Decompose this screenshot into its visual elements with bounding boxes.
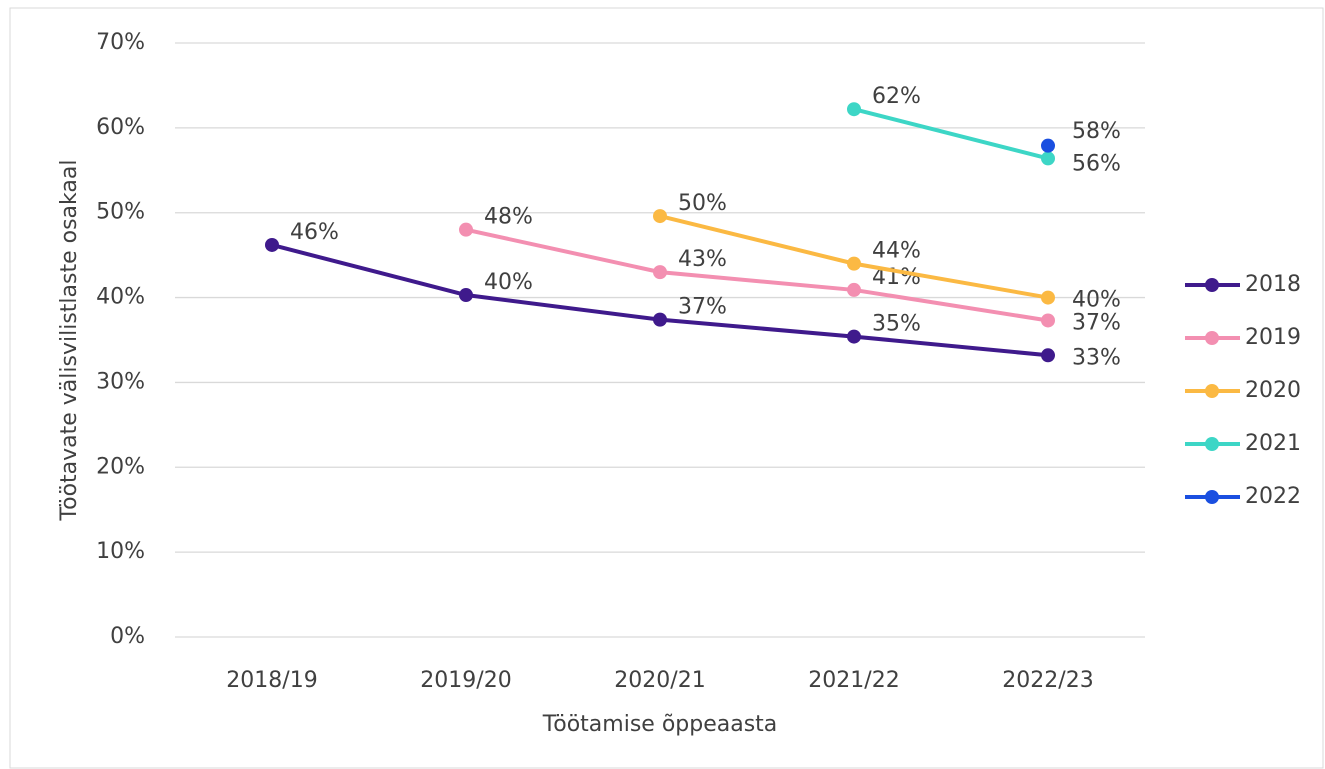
point	[1041, 348, 1055, 363]
line	[465, 227, 1049, 323]
point	[1041, 313, 1055, 328]
y-tick-label: 40%	[96, 285, 145, 310]
data-label: 62%	[872, 84, 921, 109]
point	[459, 288, 473, 303]
x-tick-label: 2019/20	[420, 668, 511, 693]
point	[653, 312, 667, 327]
point	[653, 265, 667, 280]
point	[265, 237, 279, 252]
legend-label: 2022	[1245, 484, 1301, 509]
legend-marker	[1205, 278, 1219, 292]
point	[847, 256, 861, 271]
data-label: 50%	[678, 191, 727, 216]
y-tick-label: 0%	[110, 624, 145, 649]
point	[459, 222, 473, 237]
point	[653, 209, 667, 224]
data-label: 37%	[1072, 310, 1121, 335]
data-label: 46%	[290, 220, 339, 245]
x-tick-label: 2022/23	[1002, 668, 1093, 693]
line	[271, 243, 1049, 358]
legend-marker	[1205, 331, 1219, 345]
legend-marker	[1205, 384, 1219, 398]
legend-label: 2020	[1245, 378, 1301, 403]
y-axis-title: Töötavate välisvilistlaste osakaal	[57, 160, 82, 522]
x-axis-title: Töötamise õppeaasta	[542, 712, 778, 737]
point	[847, 329, 861, 344]
point	[1041, 138, 1055, 153]
y-tick-label: 70%	[96, 30, 145, 55]
y-tick-label: 60%	[96, 115, 145, 140]
y-tick-label: 20%	[96, 454, 145, 479]
data-label: 37%	[678, 295, 727, 320]
legend-marker	[1205, 490, 1219, 504]
data-label: 43%	[678, 247, 727, 272]
chart-frame	[9, 7, 1324, 769]
legend-label: 2019	[1245, 325, 1301, 350]
legend-label: 2021	[1245, 431, 1301, 456]
data-label: 40%	[1072, 288, 1121, 313]
x-tick-label: 2021/22	[808, 668, 899, 693]
y-tick-label: 50%	[96, 200, 145, 225]
data-label: 35%	[872, 312, 921, 337]
data-label: 33%	[1072, 345, 1121, 370]
data-label: 56%	[1072, 151, 1121, 176]
line	[853, 107, 1049, 161]
data-label: 58%	[1072, 119, 1121, 144]
x-tick-label: 2018/19	[226, 668, 317, 693]
data-label: 48%	[484, 205, 533, 230]
point	[847, 282, 861, 297]
point	[1041, 151, 1055, 166]
point	[847, 102, 861, 117]
y-tick-label: 10%	[96, 539, 145, 564]
point	[1041, 290, 1055, 305]
data-label: 40%	[484, 270, 533, 295]
y-tick-label: 30%	[96, 369, 145, 394]
legend-marker	[1205, 437, 1219, 451]
data-label: 44%	[872, 239, 921, 264]
legend-label: 2018	[1245, 272, 1301, 297]
x-tick-label: 2020/21	[614, 668, 705, 693]
